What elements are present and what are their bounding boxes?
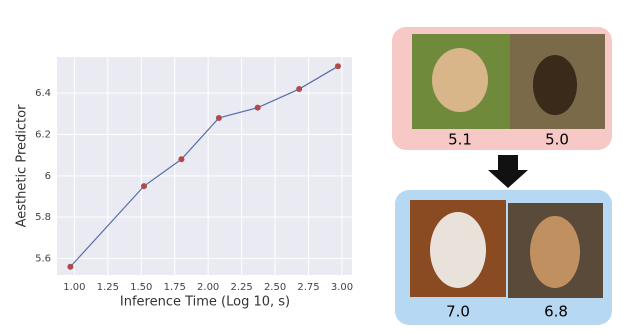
y-tick-label: 6 bbox=[45, 171, 51, 182]
y-axis-label: Aesthetic Predictor bbox=[15, 104, 30, 227]
x-tick-label: 1.75 bbox=[164, 282, 186, 293]
data-point bbox=[140, 183, 147, 190]
x-tick-label: 1.50 bbox=[130, 282, 152, 293]
x-tick-label: 2.50 bbox=[264, 282, 286, 293]
data-point bbox=[254, 104, 261, 111]
data-point bbox=[215, 114, 222, 121]
score: 5.1 bbox=[448, 131, 472, 149]
y-tick-label: 5.8 bbox=[35, 212, 51, 223]
score: 6.8 bbox=[544, 303, 568, 321]
x-tick-label: 2.75 bbox=[297, 282, 319, 293]
data-point bbox=[296, 86, 303, 93]
y-tick-label: 6.2 bbox=[35, 129, 51, 140]
dog-shape bbox=[530, 216, 580, 288]
x-tick-label: 1.25 bbox=[97, 282, 119, 293]
y-tick-label: 5.6 bbox=[35, 253, 51, 264]
dog-shape bbox=[432, 48, 488, 112]
x-tick-label: 3.00 bbox=[331, 282, 353, 293]
arrow bbox=[488, 155, 528, 188]
x-axis-label: Inference Time (Log 10, s) bbox=[120, 295, 290, 310]
score: 7.0 bbox=[446, 303, 470, 321]
data-point bbox=[67, 263, 74, 270]
x-tick-label: 2.00 bbox=[197, 282, 219, 293]
data-point bbox=[334, 63, 341, 70]
score: 5.0 bbox=[545, 131, 569, 149]
dog-shape bbox=[430, 212, 486, 288]
plot-area bbox=[57, 57, 352, 275]
x-tick-label: 1.00 bbox=[63, 282, 85, 293]
y-tick-label: 6.4 bbox=[35, 88, 51, 99]
x-tick-label: 2.25 bbox=[230, 282, 252, 293]
data-point bbox=[178, 156, 185, 163]
dog-shape bbox=[533, 55, 577, 115]
